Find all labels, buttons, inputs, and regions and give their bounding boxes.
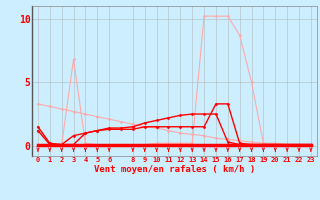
X-axis label: Vent moyen/en rafales ( km/h ): Vent moyen/en rafales ( km/h ): [94, 165, 255, 174]
